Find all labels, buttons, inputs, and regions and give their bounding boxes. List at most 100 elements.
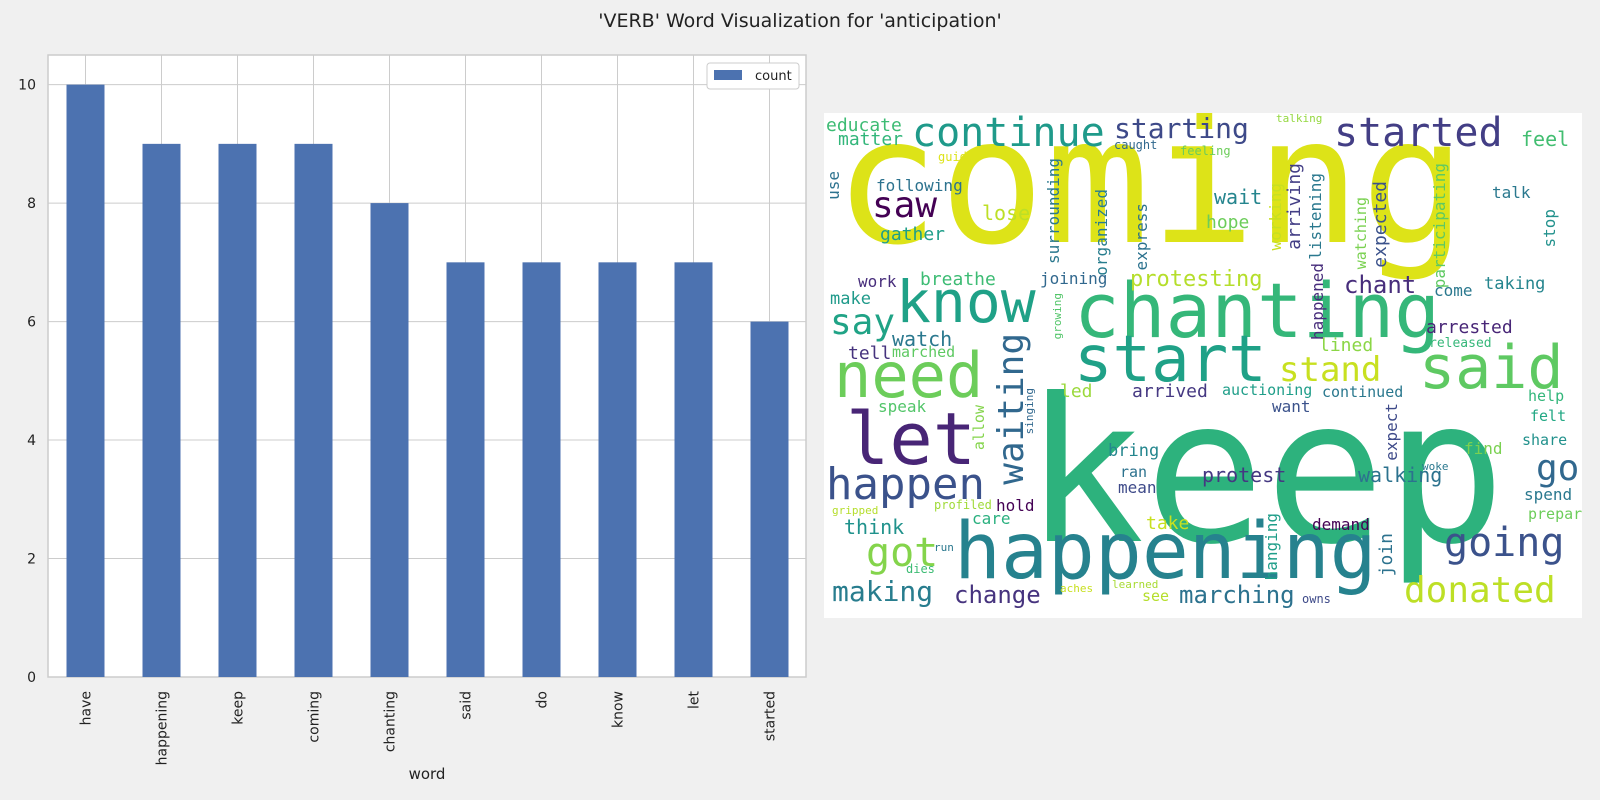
wordcloud-word: learned <box>1112 578 1159 591</box>
x-tick-label: know <box>611 691 627 728</box>
wordcloud-word: gripped <box>832 504 879 517</box>
wordcloud-word: saw <box>872 185 938 226</box>
x-tick-label: coming <box>307 691 323 743</box>
legend-swatch <box>714 70 742 80</box>
wordcloud-word: continue <box>912 113 1105 156</box>
y-tick-label: 0 <box>27 670 36 686</box>
legend-box <box>706 62 800 90</box>
wordcloud-word: said <box>1419 333 1564 403</box>
wordcloud-word: expected <box>1370 181 1391 268</box>
wordcloud-word: use <box>824 171 843 200</box>
wordcloud-word: organized <box>1092 189 1111 276</box>
bar <box>598 262 637 677</box>
wordcloud-word: watching <box>1352 197 1370 270</box>
wordcloud-word: educate <box>826 115 902 136</box>
legend-label: count <box>755 69 792 84</box>
wordcloud-word: make <box>830 289 871 309</box>
wordcloud-word: started <box>1334 113 1503 156</box>
wordcloud-word: coming <box>834 113 1467 284</box>
x-tick-labels: have happening keep coming chanting said do kno… <box>79 690 779 765</box>
wordcloud-word: say <box>830 302 896 343</box>
wordcloud-word: lined <box>1319 335 1374 356</box>
wordcloud-word: woke <box>1422 460 1449 473</box>
y-tick-label: 2 <box>27 552 36 568</box>
bar <box>750 321 789 677</box>
x-tick-label: said <box>459 691 475 720</box>
x-axis-label: word <box>409 765 446 783</box>
y-tick-label: 8 <box>27 196 36 212</box>
wordcloud-word: got <box>866 530 939 576</box>
wordcloud-word: hope <box>1206 212 1250 233</box>
wordcloud-word: share <box>1522 431 1568 449</box>
wordcloud-word: feel <box>1521 127 1570 151</box>
wordcloud-word: auctioning <box>1222 381 1313 399</box>
wordcloud-word: surrounding <box>1044 158 1063 264</box>
wordcloud-word: gather <box>880 224 946 245</box>
wordcloud-word: spend <box>1524 485 1573 504</box>
wordcloud-word: allow <box>970 405 988 451</box>
wordcloud-word: start <box>1074 323 1267 397</box>
wordcloud-word: lose <box>982 201 1031 225</box>
wordcloud-word: marched <box>892 343 956 361</box>
wordcloud-word: change <box>954 581 1041 609</box>
wordcloud-word: making <box>832 575 934 608</box>
y-tick-labels: 0 2 4 6 8 10 <box>18 78 36 686</box>
wordcloud-word: chanting <box>1074 266 1441 355</box>
wordcloud-word: happened <box>1308 263 1327 341</box>
x-tick-label: let <box>687 690 703 709</box>
wordcloud-word: help <box>1528 387 1565 405</box>
bars <box>66 84 789 678</box>
figure-title: 'VERB' Word Visualization for 'anticipat… <box>598 10 1002 32</box>
wordcloud-word: singing <box>1023 388 1036 435</box>
wordcloud-word: keep <box>1024 356 1506 589</box>
wordcloud-word: arriving <box>1284 163 1305 250</box>
wordcloud-word: guide <box>938 150 975 164</box>
wordcloud-word: ran <box>1120 463 1148 481</box>
x-tick-label: chanting <box>383 691 399 752</box>
bar <box>446 262 485 677</box>
wordcloud-word: care <box>972 509 1011 528</box>
wordcloud-word: know <box>896 268 1036 336</box>
wordcloud-word: following <box>876 176 963 195</box>
wordcloud-word: joining <box>1040 269 1108 288</box>
wordcloud-word: marching <box>1179 581 1295 609</box>
wordcloud-word: talking <box>1276 113 1323 125</box>
wordcloud-word: stand <box>1279 350 1382 390</box>
x-tick-label: happening <box>155 691 171 765</box>
wordcloud-word: expect <box>1382 403 1401 461</box>
wordcloud-word: taking <box>1484 274 1546 294</box>
wordcloud-word: chant <box>1344 271 1417 299</box>
wordcloud-word: run <box>934 541 954 554</box>
bar <box>142 143 181 677</box>
wordcloud-word: wait <box>1214 185 1263 209</box>
bar <box>522 262 561 677</box>
bar-chart: 0 2 4 6 8 10 have happening keep coming chanting s… <box>18 54 807 783</box>
wordcloud-word: breathe <box>920 269 996 290</box>
wordcloud-word: hold <box>996 496 1035 515</box>
wordcloud-word: listening <box>1306 173 1325 260</box>
y-tick-label: 6 <box>27 315 36 331</box>
bar <box>66 84 105 678</box>
wordcloud-word: protest <box>1202 463 1287 487</box>
wordcloud-word: growing <box>1051 293 1064 340</box>
wordcloud-word: take <box>1146 513 1190 534</box>
wordcloud-word: owns <box>1302 592 1331 606</box>
wordcloud-word: donated <box>1404 570 1556 611</box>
wordcloud-word: felt <box>1530 407 1567 425</box>
wordcloud-word: matter <box>838 129 904 150</box>
wordcloud-word: go <box>1536 448 1580 489</box>
x-tick-label: started <box>763 691 779 741</box>
legend: count <box>706 62 800 90</box>
x-tick-label: do <box>535 691 551 708</box>
wordcloud-word: led <box>1060 381 1093 402</box>
word-cloud: coming keep chanting happening know start need… <box>824 113 1582 618</box>
bar <box>294 143 333 677</box>
wordcloud-word: need <box>834 339 984 412</box>
wordcloud-word: working <box>1266 183 1285 251</box>
wordcloud-word: walking <box>1358 463 1443 487</box>
wordcloud-word: happen <box>826 459 985 510</box>
wordcloud-word: released <box>1429 336 1492 351</box>
wordcloud-word: arrested <box>1426 317 1513 338</box>
wordcloud-word: profiled <box>934 498 992 512</box>
wordcloud-word: mean <box>1118 478 1157 497</box>
